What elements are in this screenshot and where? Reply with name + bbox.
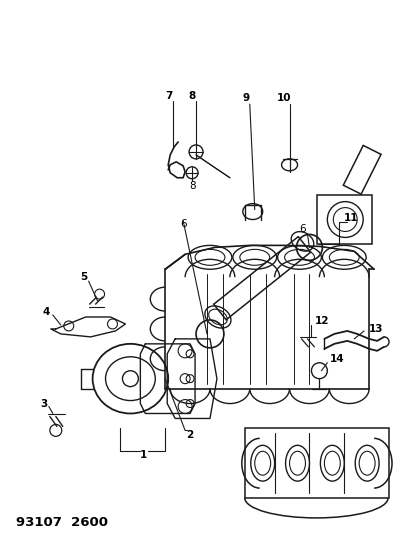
Text: 11: 11 [343,213,358,223]
Text: 6: 6 [179,220,186,230]
Text: 4: 4 [42,307,50,317]
Text: 8: 8 [188,181,195,191]
Text: 2: 2 [186,430,193,440]
Text: 1: 1 [139,450,147,461]
Text: 8: 8 [188,91,195,101]
Text: 12: 12 [313,316,328,326]
Text: 9: 9 [242,93,249,103]
Text: 14: 14 [329,354,343,364]
Text: 5: 5 [80,272,87,282]
Text: 13: 13 [368,324,383,334]
Text: 10: 10 [275,93,290,103]
Text: 3: 3 [40,399,47,408]
Text: 6: 6 [299,224,305,235]
Text: 93107  2600: 93107 2600 [16,516,108,529]
Text: 7: 7 [165,91,173,101]
